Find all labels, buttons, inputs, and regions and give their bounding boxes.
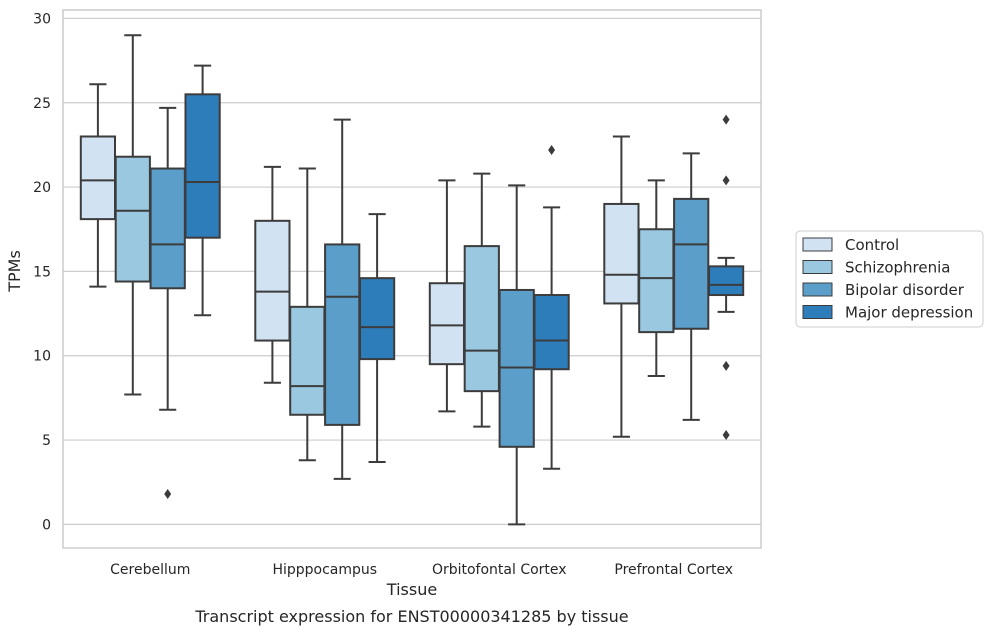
legend-swatch	[802, 305, 833, 319]
series-bipolar-disorder	[149, 106, 710, 526]
outlier-point	[722, 175, 730, 186]
box-iqr	[114, 155, 151, 283]
box-element	[184, 64, 221, 317]
box-element	[358, 213, 396, 463]
legend-swatch	[802, 260, 833, 274]
x-tick-label: Hipppocampus	[272, 562, 377, 578]
legend-frame	[795, 230, 984, 328]
box-iqr	[533, 294, 570, 371]
box-element	[289, 167, 326, 462]
y-axis-label: TPMs	[5, 250, 24, 293]
x-tick-label: Cerebellum	[110, 562, 190, 578]
y-tick-label: 30	[33, 11, 51, 27]
x-tick-labels: Cerebellum Hipppocampus Orbitofontal Corte…	[110, 562, 733, 578]
legend-label: Major depression	[845, 304, 973, 322]
x-tick-label: Prefrontal Cortex	[614, 562, 733, 578]
legend-label: Schizophrenia	[845, 259, 950, 277]
box-iqr	[79, 135, 117, 221]
box-iqr	[603, 202, 640, 305]
box-element	[603, 135, 640, 438]
series-major-depression	[184, 64, 745, 470]
box-iqr	[707, 265, 745, 297]
outlier-point	[164, 489, 172, 500]
box-iqr	[184, 93, 221, 239]
y-tick-label: 25	[33, 96, 51, 112]
box-element	[533, 144, 570, 470]
y-tick-label: 0	[42, 517, 51, 533]
box-element	[79, 83, 117, 288]
box-element	[428, 179, 466, 413]
figure-caption: Transcript expression for ENST0000034128…	[194, 607, 628, 626]
box-element	[638, 179, 675, 377]
legend-label: Control	[845, 236, 899, 254]
box-element	[114, 34, 151, 396]
box-iqr	[254, 219, 291, 342]
y-tick-label: 20	[33, 180, 51, 196]
box-element	[707, 114, 745, 441]
series-schizophrenia	[114, 34, 675, 462]
y-tick-label: 10	[33, 349, 51, 365]
box-element	[463, 172, 500, 428]
box-element	[254, 165, 291, 384]
x-tick-label: Orbitofontal Cortex	[432, 562, 567, 578]
outlier-point	[722, 114, 730, 125]
box-element	[498, 184, 535, 526]
box-iqr	[149, 167, 186, 290]
series-control	[79, 83, 640, 438]
box-iqr	[638, 228, 675, 334]
outlier-point	[548, 144, 556, 155]
legend: Control Schizophrenia Bipolar disorder Majo…	[795, 230, 984, 328]
legend-swatch	[802, 237, 833, 252]
outlier-point	[722, 430, 730, 441]
box-iqr	[289, 305, 326, 416]
box-element	[673, 152, 710, 421]
y-tick-label: 15	[33, 264, 51, 280]
plot-frame	[62, 9, 762, 549]
box-iqr	[358, 277, 396, 361]
box-iqr	[463, 245, 500, 393]
box-iqr	[673, 197, 710, 330]
x-axis-label: Tissue	[386, 580, 437, 599]
legend-label: Bipolar disorder	[845, 281, 965, 299]
y-tick-label: 5	[42, 433, 51, 449]
box-iqr	[428, 282, 466, 366]
box-element	[324, 118, 361, 480]
box-iqr	[324, 243, 361, 426]
outlier-point	[722, 360, 730, 371]
box-series	[79, 34, 745, 526]
legend-swatch	[802, 282, 833, 297]
y-tick-labels: 0 5 10 15 20 25 30	[33, 11, 51, 533]
